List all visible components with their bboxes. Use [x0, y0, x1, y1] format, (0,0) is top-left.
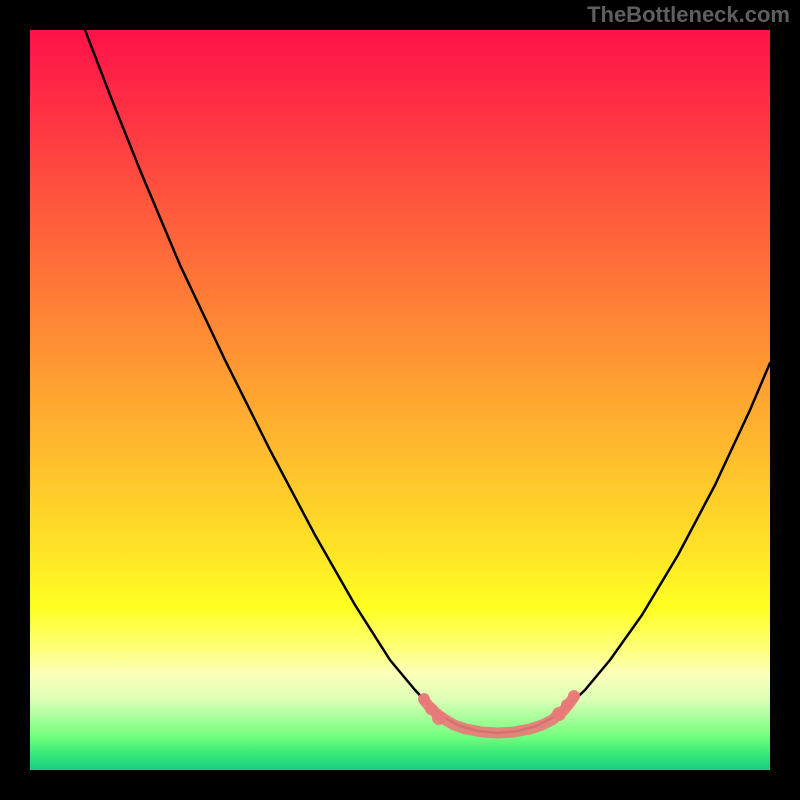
curve-layer — [30, 30, 770, 770]
watermark-text: TheBottleneck.com — [587, 2, 790, 28]
plateau-marker — [424, 697, 574, 733]
chart-frame: TheBottleneck.com — [0, 0, 800, 800]
plateau-dot — [568, 690, 580, 702]
plot-area — [30, 30, 770, 770]
plateau-dot — [432, 711, 446, 725]
bottleneck-curve — [85, 30, 770, 733]
plateau-dot — [418, 693, 430, 705]
